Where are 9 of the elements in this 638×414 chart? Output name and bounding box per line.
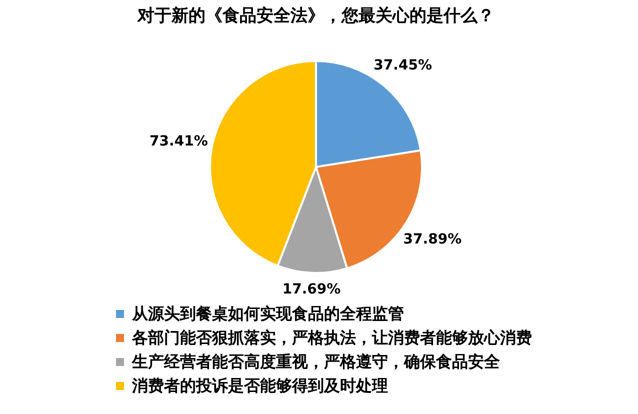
data-label: 73.41% — [150, 133, 208, 150]
data-label: 17.69% — [282, 282, 341, 298]
legend-label: 生产经营者能否高度重视，严格遵守，确保食品安全 — [131, 352, 501, 371]
legend-label: 消费者的投诉是否能够得到及时处理 — [131, 376, 388, 395]
data-label: 37.45% — [374, 57, 432, 74]
legend-label: 从源头到餐桌如何实现食品的全程监管 — [131, 304, 404, 323]
legend-label: 各部门能否狠抓落实，严格执法，让消费者能够放心消费 — [131, 328, 532, 347]
chart-title: 对于新的《食品安全法》，您最关心的是什么？ — [136, 6, 494, 26]
data-label: 37.89% — [403, 232, 462, 248]
